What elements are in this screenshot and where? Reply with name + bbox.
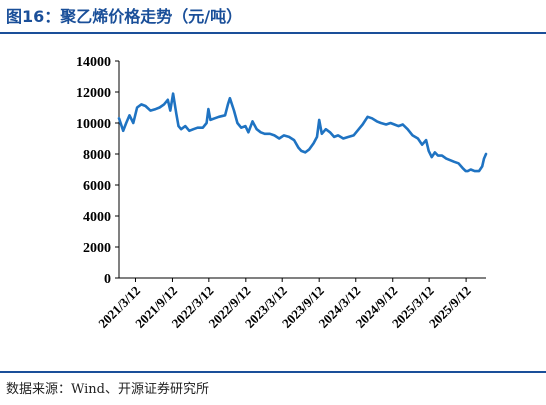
x-axis: 2021/3/122021/9/122022/3/122022/9/122023… [95,277,486,331]
y-tick-label: 12000 [76,86,111,101]
y-axis: 0 2000 4000 6000 8000 10000 12000 14000 [76,55,120,287]
y-tick-label: 14000 [76,55,111,70]
source-divider [0,371,546,373]
y-tick-label: 0 [104,272,111,287]
price-series-line [117,92,488,173]
source-note: 数据来源：Wind、开源证券研究所 [6,382,209,397]
y-tick-label: 4000 [83,210,111,225]
title-underline [0,32,546,34]
y-tick-label: 8000 [83,148,111,163]
y-tick-label: 10000 [76,117,111,132]
y-tick-label: 6000 [83,179,111,194]
figure-title: 图16：聚乙烯价格走势（元/吨） [6,7,243,26]
y-tick-label: 2000 [83,241,111,256]
plot-area [117,92,488,173]
